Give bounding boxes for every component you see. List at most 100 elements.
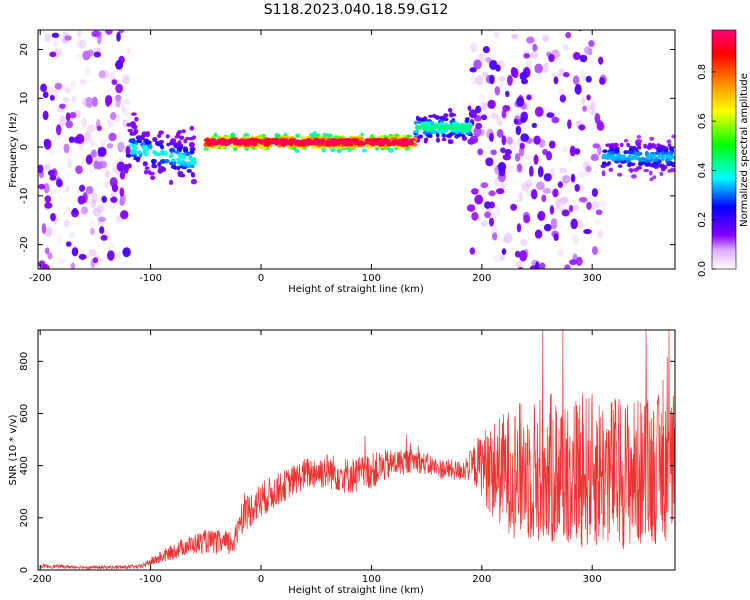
spectrogram-blob <box>52 40 59 48</box>
spectrogram-blob <box>548 53 555 63</box>
spectrogram-blob <box>144 169 148 175</box>
spectrogram-blob <box>518 286 524 291</box>
spectrogram-blob <box>671 134 675 139</box>
spectrogram-blob <box>127 128 134 133</box>
spectrogram-blob <box>574 84 582 95</box>
spectrogram-blob <box>125 145 131 156</box>
spectrogram-blob <box>510 203 518 211</box>
spectrogram-blob <box>556 248 565 257</box>
x-tick-label: 100 <box>362 273 381 284</box>
spectrogram-blob <box>588 40 595 48</box>
spectrogram-blob <box>598 199 607 208</box>
spectrogram-blob <box>475 122 483 130</box>
spectrogram-blob <box>183 139 188 144</box>
spectrogram-blob <box>502 104 511 112</box>
spectrogram-blob <box>41 223 47 235</box>
spectrogram-blob <box>51 32 60 39</box>
spectrogram-blob <box>475 18 482 27</box>
spectrogram-blob <box>70 322 78 330</box>
spectrogram-blob <box>110 196 118 203</box>
x-tick-label: 200 <box>472 574 491 585</box>
spectrogram-blob <box>488 190 496 197</box>
spectrogram-blob <box>430 125 437 130</box>
spectrogram-blob <box>484 30 488 31</box>
spectrogram-blob <box>77 195 86 205</box>
spectrogram-blob <box>471 73 477 85</box>
spectrogram-blob <box>441 137 447 142</box>
spectrogram-blob <box>59 103 66 109</box>
colorbar-tick-label: 0.4 <box>697 162 708 178</box>
spectrogram-blob <box>551 116 560 124</box>
spectrogram-blob <box>484 201 492 209</box>
spectrogram-blob <box>131 124 138 130</box>
x-tick-label: 300 <box>583 273 602 284</box>
spectrogram-blob <box>640 156 646 162</box>
spectrogram-blob <box>539 262 546 269</box>
spectrogram-blob <box>143 148 148 153</box>
spectrogram-blob <box>44 163 51 171</box>
spectrogram-blob <box>387 139 391 145</box>
spectrogram-blob <box>63 219 70 228</box>
spectrogram-blob <box>568 204 574 213</box>
spectrogram-blob <box>564 311 571 321</box>
spectrogram-blob <box>94 305 102 312</box>
spectrogram-blob <box>516 96 525 107</box>
spectrogram-blob <box>106 143 114 149</box>
spectrogram-blob <box>41 263 50 269</box>
spectrogram-blob <box>518 266 524 269</box>
spectrogram-blob <box>591 245 598 255</box>
spectrogram-blob <box>176 165 181 171</box>
colorbar-frame <box>711 29 737 270</box>
spectrogram-blob <box>578 124 586 131</box>
spectrogram-blob <box>665 154 672 159</box>
spectrogram-blob <box>488 217 494 227</box>
spectrogram-blob <box>519 72 528 81</box>
spectrogram-blob <box>522 288 530 296</box>
spectrogram-blob <box>63 96 70 103</box>
spectrogram-blob <box>601 170 606 176</box>
spectrogram-blob <box>636 166 643 170</box>
spectrogram-blob <box>555 198 561 209</box>
spectrogram-blob <box>426 125 432 130</box>
spectrogram-blob <box>63 143 70 154</box>
spectrogram-blob <box>516 163 523 173</box>
spectrogram-blob <box>108 5 114 11</box>
spectrogram-blob <box>589 110 597 116</box>
spectrogram-blob <box>119 197 125 206</box>
spectrogram-blob <box>537 166 544 178</box>
spectrogram-blob <box>627 161 634 166</box>
spectrogram-blob <box>554 0 559 5</box>
spectrogram-blob <box>489 59 498 71</box>
spectrogram-blob <box>578 196 588 203</box>
spectrogram-blob <box>95 161 103 170</box>
spectrogram-blob <box>109 298 116 306</box>
spectrogram-blob <box>135 150 143 155</box>
spectrogram-blob <box>567 119 572 130</box>
spectrogram-blob <box>136 139 143 144</box>
spectrogram-blob <box>542 296 548 305</box>
spectrogram-blob <box>559 167 568 174</box>
spectrogram-blob <box>452 123 458 130</box>
spectrogram-blob <box>502 21 510 29</box>
spectrogram-blob <box>44 195 52 203</box>
spectrogram-blob <box>56 124 62 136</box>
spectrogram-blob <box>480 5 485 13</box>
spectrogram-blob <box>523 154 533 161</box>
spectrogram-blob <box>85 154 93 165</box>
spectrogram-blob <box>87 124 96 132</box>
spectrogram-blob <box>628 168 634 173</box>
spectrogram-blob <box>553 233 559 241</box>
spectrogram-blob <box>148 144 153 150</box>
spectrogram-blob <box>82 50 91 61</box>
colorbar: 0.0 0.2 0.4 0.6 0.8 Normalized spectral ampl… <box>697 29 750 277</box>
spectrogram-blob <box>234 140 240 145</box>
spectrogram-blob <box>378 139 385 145</box>
spectrogram-blob <box>671 155 675 160</box>
spectrogram-blob <box>572 75 580 86</box>
spectrogram-blob <box>490 149 497 156</box>
spectrogram-blob <box>105 18 112 28</box>
spectrogram-blob <box>428 114 434 118</box>
spectrogram-blob <box>123 98 131 105</box>
spectrogram-blob <box>661 154 666 159</box>
